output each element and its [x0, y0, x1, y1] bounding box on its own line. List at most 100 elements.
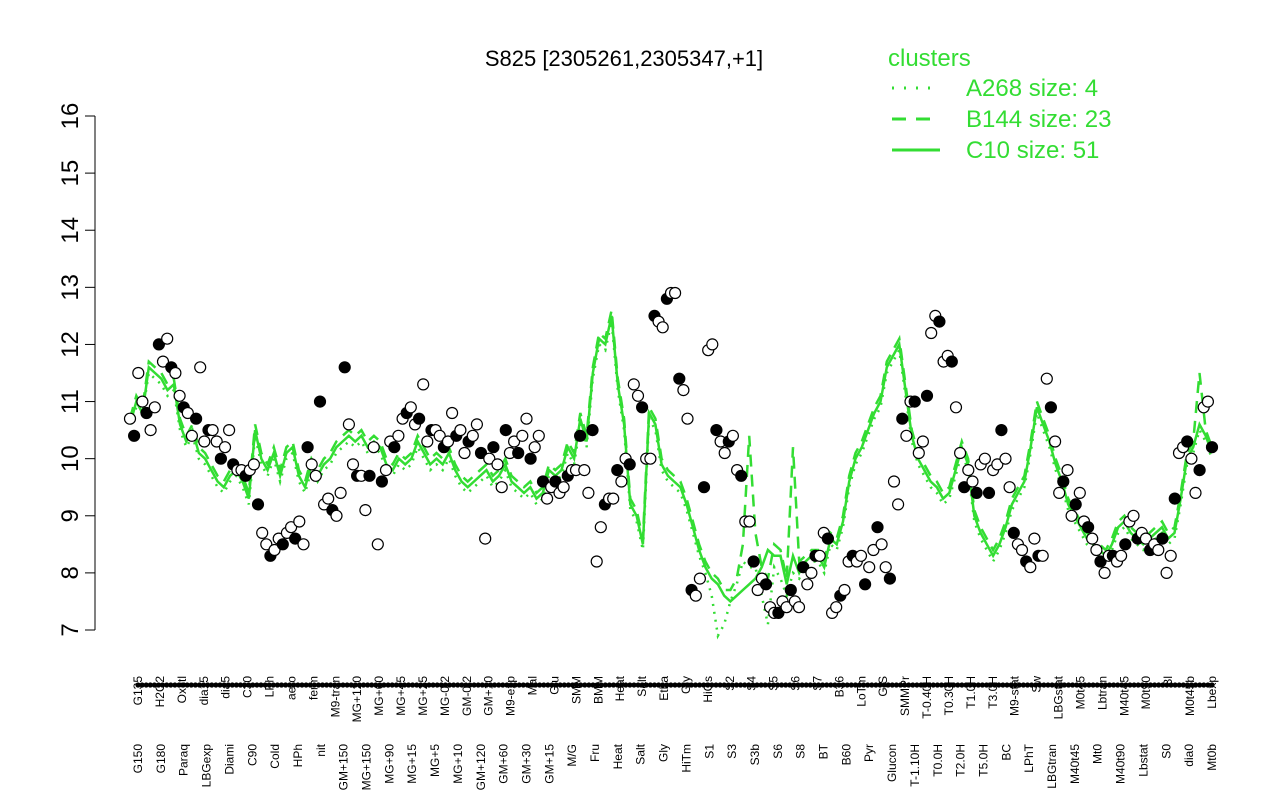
y-tick-label: 14: [57, 217, 84, 244]
data-point: [251, 498, 265, 511]
data-point: [908, 395, 921, 408]
rug-marker: [1180, 682, 1186, 688]
data-point: [454, 424, 467, 437]
x-tick-label: Oxctl: [175, 676, 189, 703]
rug-marker: [557, 682, 563, 688]
rug-marker: [278, 682, 285, 688]
rug-marker: [524, 682, 531, 688]
rug-marker: [1119, 682, 1125, 688]
rug-marker: [455, 682, 461, 688]
data-point: [611, 464, 624, 477]
rug-marker: [922, 682, 928, 688]
rug-marker: [475, 682, 481, 688]
rug-marker: [1008, 682, 1014, 688]
data-point: [735, 469, 748, 482]
rug-marker: [783, 682, 789, 688]
rug-marker: [1193, 682, 1199, 688]
x-tick-label: MG+15: [405, 744, 419, 784]
data-point: [1044, 401, 1058, 414]
rug-marker: [983, 682, 990, 688]
data-point: [417, 378, 430, 391]
rug-marker: [1020, 682, 1026, 688]
data-point: [214, 452, 227, 465]
data-point: [772, 606, 785, 620]
rug-marker: [151, 682, 157, 688]
data-point: [1086, 532, 1099, 545]
rug-marker: [1201, 682, 1207, 688]
rug-marker: [561, 682, 567, 688]
rug-marker: [1123, 682, 1129, 688]
rug-marker: [188, 682, 194, 688]
series-line-b144: [128, 309, 1214, 592]
rug-marker: [910, 682, 916, 688]
x-tick-label: M9-exp: [504, 676, 518, 716]
legend-entries: A268 size: 4 B144 size: 23 C10 size: 51: [892, 75, 1111, 164]
rug-marker: [172, 682, 178, 688]
rug-marker: [762, 682, 768, 688]
data-point: [487, 441, 500, 454]
rug-marker: [319, 682, 326, 688]
rug-marker: [201, 682, 207, 688]
rug-marker: [885, 682, 891, 688]
x-tick-label: Diami: [222, 744, 236, 775]
rug-marker: [873, 682, 879, 688]
x-tick-label: aero: [284, 676, 298, 700]
rug-marker: [1205, 682, 1211, 688]
legend: clusters A268 size: 4 B144 size: 23 C10 si…: [888, 45, 1111, 164]
legend-label: B144 size: 23: [966, 106, 1111, 133]
rug-marker: [422, 682, 428, 688]
rug-marker: [246, 682, 252, 688]
rug-marker: [414, 682, 420, 688]
x-tick-label: Heat: [611, 743, 625, 769]
x-tick-label: M40t45: [1068, 744, 1082, 784]
rug-marker: [590, 682, 596, 688]
x-tick-label: M0t90: [1139, 676, 1153, 710]
rug-marker: [815, 682, 822, 688]
x-tick-label: GM+120: [474, 744, 488, 791]
x-tick-label: LBGexp: [200, 744, 214, 788]
x-tick-label: dia0: [1182, 744, 1196, 767]
rug-marker: [463, 682, 469, 688]
data-point: [805, 566, 818, 580]
data-point: [891, 498, 905, 511]
rug-marker: [332, 682, 338, 688]
x-tick-label: ferm: [306, 676, 320, 700]
rug-marker: [742, 682, 748, 688]
data-point: [743, 515, 756, 528]
data-point: [627, 378, 640, 391]
rug-marker: [750, 682, 756, 688]
rug-marker: [717, 682, 723, 688]
rug-marker: [627, 682, 633, 688]
data-point: [392, 429, 405, 442]
x-tick-label: M0t45b: [1183, 676, 1197, 716]
data-point: [144, 424, 157, 437]
data-point: [978, 452, 992, 465]
data-point: [194, 361, 207, 374]
data-point: [677, 384, 690, 397]
x-labels: G135H2O2Oxctldia15dia5C30LPhaerofermM9-t…: [131, 675, 1219, 790]
data-point: [863, 561, 876, 574]
data-point: [136, 395, 149, 408]
rug-marker: [266, 682, 272, 688]
rug-marker: [897, 682, 904, 688]
x-tick-label: S3b: [748, 744, 762, 766]
data-point: [161, 332, 174, 345]
rug-marker: [143, 682, 149, 688]
data-point: [334, 486, 347, 499]
data-point: [268, 543, 281, 557]
data-point: [813, 549, 826, 562]
rug-marker: [672, 682, 678, 688]
data-point: [1098, 566, 1111, 580]
x-tick-label: BMM: [591, 676, 605, 704]
data-point: [322, 492, 335, 505]
rug-marker: [951, 682, 957, 688]
data-point: [367, 441, 380, 454]
rug-marker: [824, 682, 830, 688]
data-point: [305, 458, 318, 471]
rug-marker: [1094, 682, 1100, 688]
data-point: [1003, 481, 1016, 494]
data-point: [441, 435, 455, 448]
data-point: [309, 469, 322, 482]
data-point: [792, 601, 806, 614]
